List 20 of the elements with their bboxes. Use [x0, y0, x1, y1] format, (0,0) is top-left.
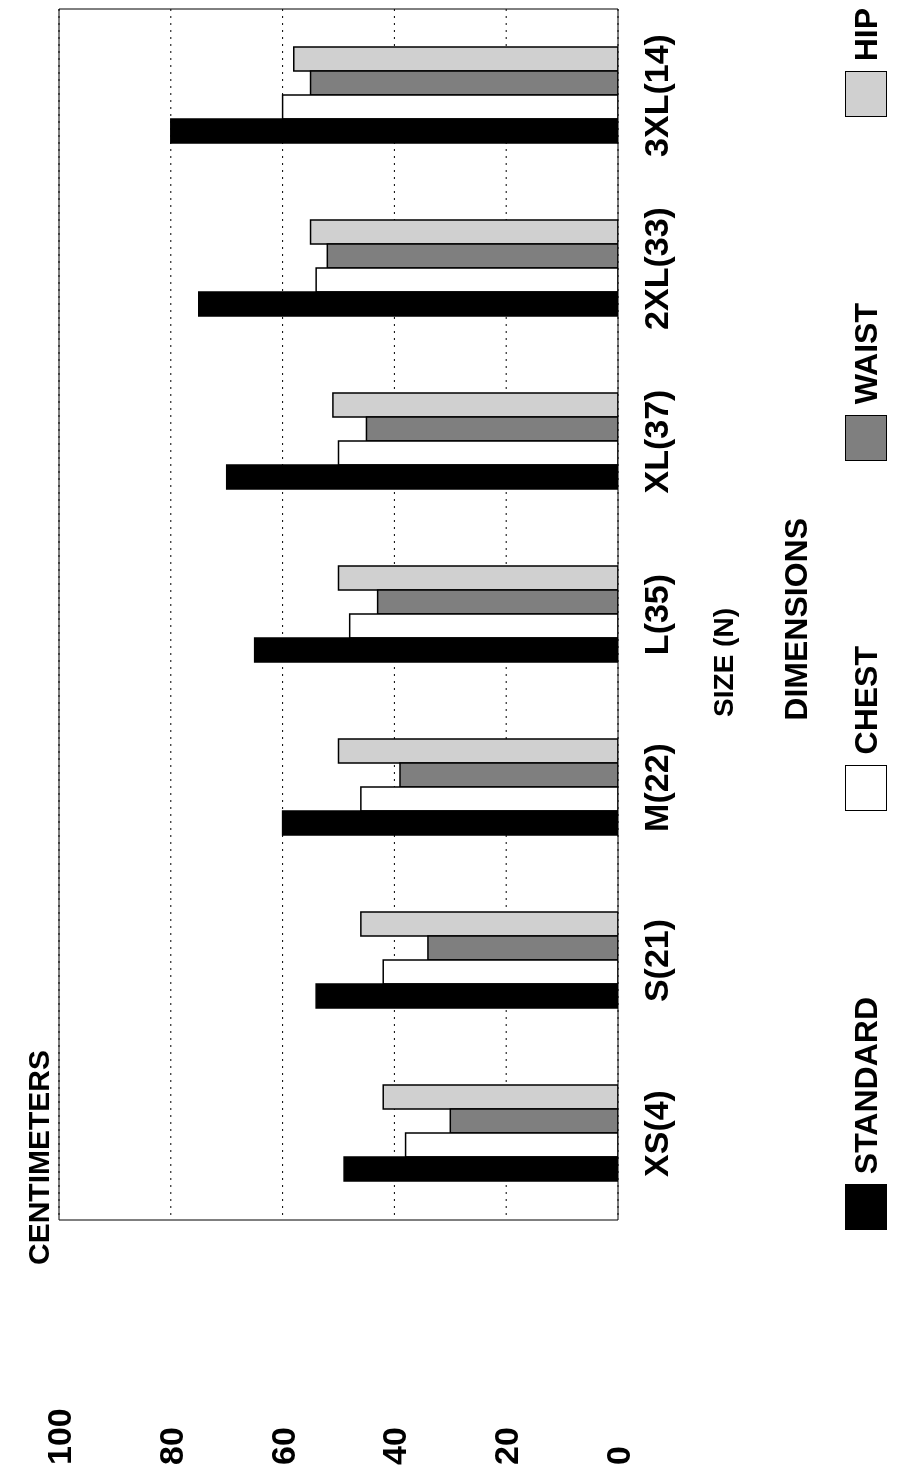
text: CHEST [847, 646, 885, 755]
text: HIP [847, 8, 885, 62]
y-tick-label: 3XL(14) [637, 34, 675, 157]
x-tick-label: 0 [599, 1446, 637, 1465]
y-tick-label: M(22) [637, 743, 675, 832]
y-tick-label: L(35) [637, 573, 675, 656]
y-tick-label: XS(4) [637, 1090, 675, 1177]
y-axis-title: SIZE (N) [708, 608, 740, 717]
legend-title: DIMENSIONS [778, 517, 815, 721]
y-tick-label: S(21) [637, 918, 675, 1003]
y-tick-label: 2XL(33) [637, 207, 675, 330]
text: WAIST [847, 303, 885, 405]
x-tick-label: 80 [151, 1427, 190, 1465]
x-tick-label: 20 [487, 1427, 526, 1465]
x-tick-label: 40 [375, 1427, 414, 1465]
x-tick-label: 100 [40, 1408, 78, 1465]
x-tick-label: 60 [263, 1427, 302, 1465]
y-tick-label: XL(37) [637, 389, 675, 494]
text: CENTIMETERS [22, 1050, 56, 1266]
text: STANDARD [847, 996, 885, 1174]
